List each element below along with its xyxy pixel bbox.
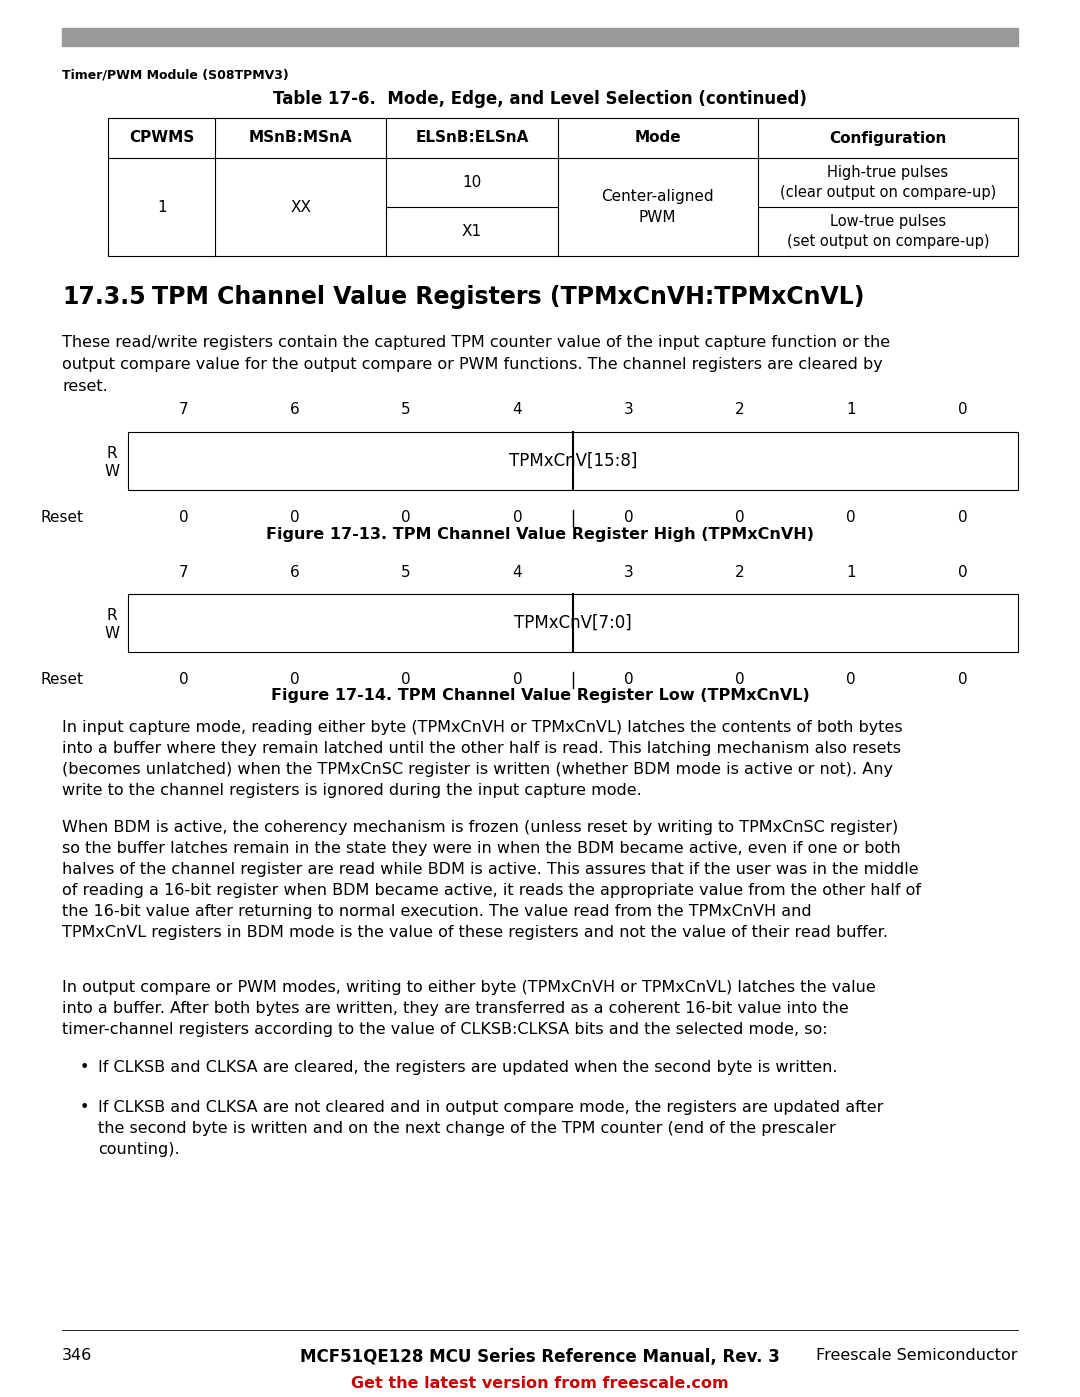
Text: 1: 1	[157, 200, 166, 215]
Text: so the buffer latches remain in the state they were in when the BDM became activ: so the buffer latches remain in the stat…	[62, 841, 901, 856]
Text: Reset: Reset	[41, 672, 84, 687]
Text: into a buffer. After both bytes are written, they are transferred as a coherent : into a buffer. After both bytes are writ…	[62, 1002, 849, 1016]
Text: 0: 0	[958, 510, 968, 525]
Text: 2: 2	[735, 402, 745, 416]
Text: 7: 7	[179, 402, 188, 416]
Text: output compare value for the output compare or PWM functions. The channel regist: output compare value for the output comp…	[62, 358, 882, 372]
Text: the 16-bit value after returning to normal execution. The value read from the TP: the 16-bit value after returning to norm…	[62, 904, 812, 919]
Text: 346: 346	[62, 1348, 92, 1363]
Bar	[129, 432, 1018, 490]
Text: Low-true pulses
(set output on compare-up): Low-true pulses (set output on compare-u…	[786, 214, 989, 249]
Text: 0: 0	[624, 510, 634, 525]
Text: 3: 3	[624, 564, 634, 580]
Bar	[108, 117, 1018, 256]
Text: Table 17-6.  Mode, Edge, and Level Selection (continued): Table 17-6. Mode, Edge, and Level Select…	[273, 89, 807, 108]
Text: These read/write registers contain the captured TPM counter value of the input c: These read/write registers contain the c…	[62, 335, 890, 351]
Text: 0: 0	[958, 402, 968, 416]
Text: into a buffer where they remain latched until the other half is read. This latch: into a buffer where they remain latched …	[62, 740, 901, 756]
Text: XX: XX	[291, 200, 311, 215]
Text: TPMxCnVL registers in BDM mode is the value of these registers and not the value: TPMxCnVL registers in BDM mode is the va…	[62, 925, 888, 940]
Text: If CLKSB and CLKSA are not cleared and in output compare mode, the registers are: If CLKSB and CLKSA are not cleared and i…	[98, 1099, 883, 1115]
Text: When BDM is active, the coherency mechanism is frozen (unless reset by writing t: When BDM is active, the coherency mechan…	[62, 820, 899, 835]
Text: High-true pulses
(clear output on compare-up): High-true pulses (clear output on compar…	[780, 165, 996, 200]
Text: ELSnB:ELSnA: ELSnB:ELSnA	[416, 130, 529, 145]
Text: Center-aligned
PWM: Center-aligned PWM	[602, 189, 714, 225]
Text: timer-channel registers according to the value of CLKSB:CLKSA bits and the selec: timer-channel registers according to the…	[62, 1023, 827, 1037]
Text: 0: 0	[513, 510, 523, 525]
Text: 0: 0	[402, 510, 410, 525]
Text: 0: 0	[291, 672, 299, 687]
Text: of reading a 16-bit register when BDM became active, it reads the appropriate va: of reading a 16-bit register when BDM be…	[62, 883, 921, 898]
Text: Figure 17-14. TPM Channel Value Register Low (TPMxCnVL): Figure 17-14. TPM Channel Value Register…	[271, 687, 809, 703]
Text: R: R	[107, 446, 118, 461]
Text: 0: 0	[958, 672, 968, 687]
Text: W: W	[105, 626, 120, 640]
Text: TPMxCnV[7:0]: TPMxCnV[7:0]	[514, 615, 632, 631]
Bar	[129, 594, 1018, 652]
Text: MSnB:MSnA: MSnB:MSnA	[249, 130, 353, 145]
Text: TPMxCnV[15:8]: TPMxCnV[15:8]	[509, 453, 637, 469]
Text: 6: 6	[291, 564, 300, 580]
Text: In input capture mode, reading either byte (TPMxCnVH or TPMxCnVL) latches the co: In input capture mode, reading either by…	[62, 719, 903, 735]
Text: X1: X1	[462, 224, 482, 239]
Text: Timer/PWM Module (S08TPMV3): Timer/PWM Module (S08TPMV3)	[62, 68, 288, 81]
Text: 4: 4	[513, 564, 523, 580]
Text: CPWMS: CPWMS	[130, 130, 194, 145]
Text: write to the channel registers is ignored during the input capture mode.: write to the channel registers is ignore…	[62, 782, 642, 798]
Text: Configuration: Configuration	[829, 130, 946, 145]
Text: W: W	[105, 464, 120, 479]
Text: 10: 10	[462, 175, 482, 190]
Text: 1: 1	[847, 402, 856, 416]
Text: 0: 0	[179, 510, 188, 525]
Text: 2: 2	[735, 564, 745, 580]
Text: •: •	[80, 1099, 90, 1115]
Text: 0: 0	[179, 672, 188, 687]
Text: 7: 7	[179, 564, 188, 580]
Text: reset.: reset.	[62, 379, 108, 394]
Text: 4: 4	[513, 402, 523, 416]
Text: 17.3.5: 17.3.5	[62, 285, 146, 309]
Text: 0: 0	[291, 510, 299, 525]
Text: 0: 0	[513, 672, 523, 687]
Text: halves of the channel register are read while BDM is active. This assures that i: halves of the channel register are read …	[62, 862, 919, 877]
Bar	[62, 28, 1018, 46]
Text: 0: 0	[847, 672, 856, 687]
Text: Freescale Semiconductor: Freescale Semiconductor	[816, 1348, 1018, 1363]
Text: 5: 5	[402, 402, 410, 416]
Text: Figure 17-13. TPM Channel Value Register High (TPMxCnVH): Figure 17-13. TPM Channel Value Register…	[266, 527, 814, 542]
Text: 0: 0	[402, 672, 410, 687]
Text: Mode: Mode	[634, 130, 681, 145]
Text: In output compare or PWM modes, writing to either byte (TPMxCnVH or TPMxCnVL) la: In output compare or PWM modes, writing …	[62, 981, 876, 995]
Text: the second byte is written and on the next change of the TPM counter (end of the: the second byte is written and on the ne…	[98, 1120, 836, 1136]
Text: 5: 5	[402, 564, 410, 580]
Text: 1: 1	[847, 564, 856, 580]
Text: (becomes unlatched) when the TPMxCnSC register is written (whether BDM mode is a: (becomes unlatched) when the TPMxCnSC re…	[62, 761, 893, 777]
Text: 0: 0	[735, 510, 745, 525]
Text: R: R	[107, 608, 118, 623]
Text: •: •	[80, 1060, 90, 1076]
Text: 6: 6	[291, 402, 300, 416]
Text: Reset: Reset	[41, 510, 84, 525]
Text: counting).: counting).	[98, 1141, 179, 1157]
Text: 0: 0	[624, 672, 634, 687]
Text: If CLKSB and CLKSA are cleared, the registers are updated when the second byte i: If CLKSB and CLKSA are cleared, the regi…	[98, 1060, 837, 1076]
Text: 0: 0	[735, 672, 745, 687]
Text: MCF51QE128 MCU Series Reference Manual, Rev. 3: MCF51QE128 MCU Series Reference Manual, …	[300, 1348, 780, 1366]
Text: 3: 3	[624, 402, 634, 416]
Text: 0: 0	[847, 510, 856, 525]
Text: TPM Channel Value Registers (TPMxCnVH:TPMxCnVL): TPM Channel Value Registers (TPMxCnVH:TP…	[152, 285, 864, 309]
Text: Get the latest version from freescale.com: Get the latest version from freescale.co…	[351, 1376, 729, 1391]
Text: 0: 0	[958, 564, 968, 580]
